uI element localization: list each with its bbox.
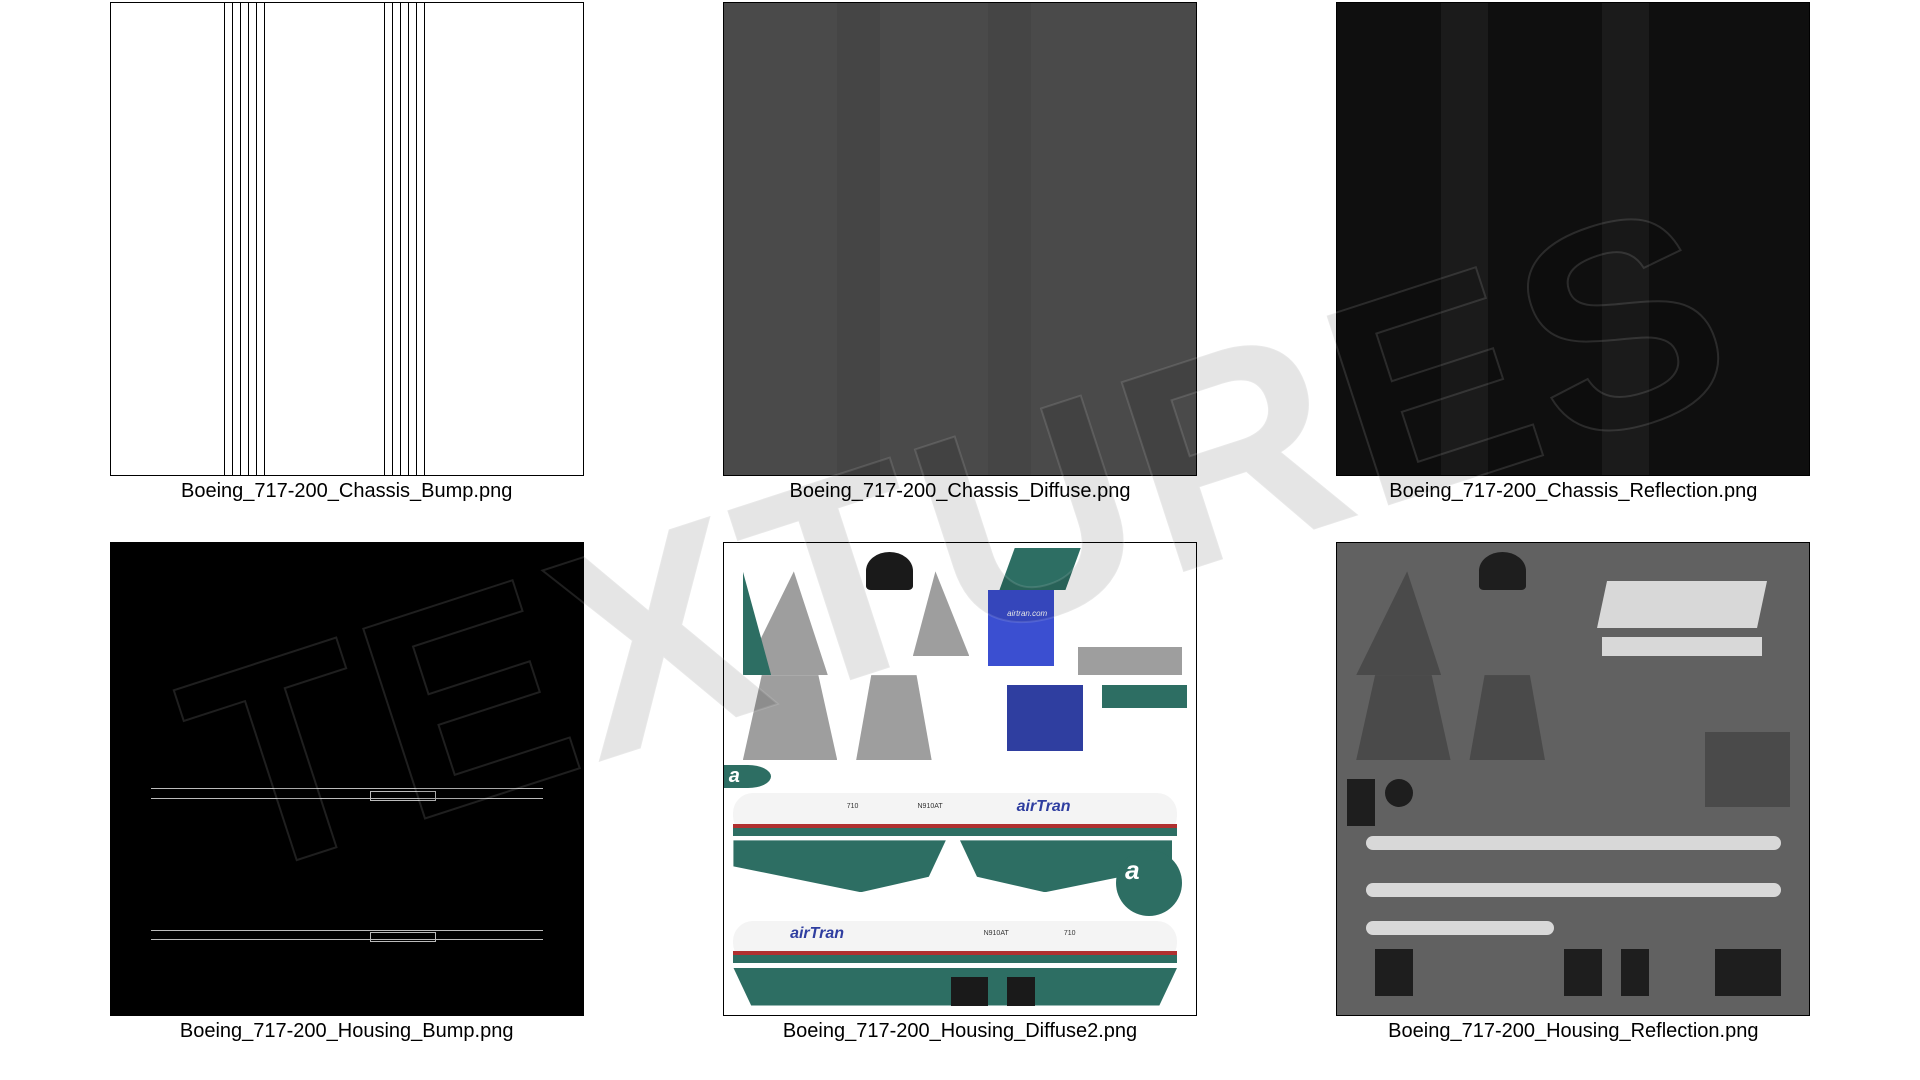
thumbnail-image[interactable] — [110, 542, 584, 1016]
thumbnail-image[interactable]: airtran.com airTran N910AT 710 a — [723, 542, 1197, 1016]
tile-housing-bump: Boeing_717-200_Housing_Bump.png — [40, 540, 653, 1080]
registration-2: N910AT — [984, 930, 1009, 937]
thumbnail-image[interactable] — [110, 2, 584, 476]
thumbnail-image[interactable] — [1336, 2, 1810, 476]
texture-gallery: Boeing_717-200_Chassis_Bump.png Boeing_7… — [0, 0, 1920, 1080]
registration-1: N910AT — [918, 803, 943, 810]
fleet-number-1: 710 — [847, 803, 859, 810]
thumbnail-caption: Boeing_717-200_Housing_Reflection.png — [1388, 1020, 1758, 1043]
thumbnail-caption: Boeing_717-200_Housing_Diffuse2.png — [783, 1020, 1137, 1043]
tile-housing-reflection: Boeing_717-200_Housing_Reflection.png — [1267, 540, 1880, 1080]
fleet-number-2: 710 — [1064, 930, 1076, 937]
thumbnail-caption: Boeing_717-200_Chassis_Diffuse.png — [789, 480, 1130, 503]
thumbnail-caption: Boeing_717-200_Housing_Bump.png — [180, 1020, 514, 1043]
airline-name-2: airTran — [790, 925, 844, 943]
thumbnail-image[interactable] — [1336, 542, 1810, 1016]
tile-chassis-bump: Boeing_717-200_Chassis_Bump.png — [40, 0, 653, 540]
tile-chassis-reflection: Boeing_717-200_Chassis_Reflection.png — [1267, 0, 1880, 540]
thumbnail-caption: Boeing_717-200_Chassis_Reflection.png — [1389, 480, 1757, 503]
tail-url-label: airtran.com — [1007, 609, 1047, 618]
airline-name-1: airTran — [1017, 798, 1071, 816]
tile-chassis-diffuse: Boeing_717-200_Chassis_Diffuse.png — [653, 0, 1266, 540]
thumbnail-image[interactable] — [723, 2, 1197, 476]
tile-housing-diffuse2: airtran.com airTran N910AT 710 a — [653, 540, 1266, 1080]
thumbnail-caption: Boeing_717-200_Chassis_Bump.png — [181, 480, 512, 503]
